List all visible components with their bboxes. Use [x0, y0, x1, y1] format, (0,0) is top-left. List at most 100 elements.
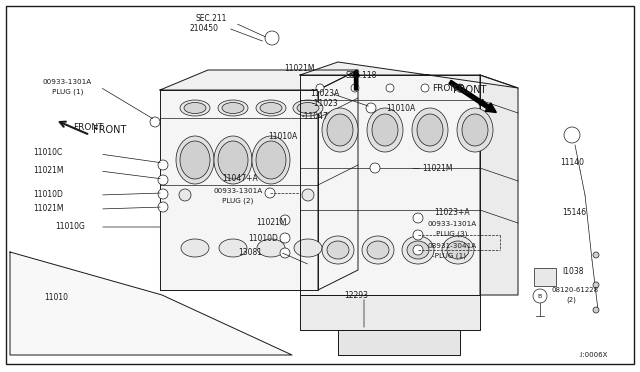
Ellipse shape [367, 241, 389, 259]
Text: PLUG (1): PLUG (1) [52, 89, 83, 95]
Ellipse shape [293, 100, 323, 116]
Circle shape [593, 307, 599, 313]
Text: FRONT: FRONT [73, 122, 104, 131]
Text: 11021M: 11021M [33, 203, 63, 212]
Text: 11010G: 11010G [55, 221, 85, 231]
FancyArrow shape [353, 70, 360, 90]
Ellipse shape [372, 114, 398, 146]
Circle shape [593, 252, 599, 258]
Text: 11021M: 11021M [256, 218, 287, 227]
Polygon shape [300, 295, 480, 330]
Ellipse shape [322, 108, 358, 152]
Circle shape [158, 160, 168, 170]
Polygon shape [160, 70, 358, 90]
Text: 00933-1301A: 00933-1301A [214, 188, 263, 194]
Circle shape [280, 248, 290, 258]
Circle shape [456, 84, 464, 92]
Text: 11023A: 11023A [310, 89, 339, 97]
Circle shape [370, 163, 380, 173]
Text: 11010A: 11010A [268, 131, 297, 141]
Text: 11021M: 11021M [422, 164, 452, 173]
Text: 13081: 13081 [238, 247, 262, 257]
Ellipse shape [180, 141, 210, 179]
Ellipse shape [218, 100, 248, 116]
Circle shape [150, 117, 160, 127]
Text: 00933-1301A: 00933-1301A [428, 221, 477, 227]
Ellipse shape [214, 136, 252, 184]
Circle shape [533, 289, 547, 303]
Text: 11021M: 11021M [284, 64, 314, 73]
Ellipse shape [367, 108, 403, 152]
FancyArrow shape [449, 80, 497, 112]
Ellipse shape [297, 103, 319, 113]
Text: SEC.118: SEC.118 [346, 71, 378, 80]
Ellipse shape [412, 108, 448, 152]
Ellipse shape [362, 236, 394, 264]
Text: FRONT: FRONT [432, 83, 463, 93]
Text: I1038: I1038 [562, 267, 584, 276]
Ellipse shape [252, 136, 290, 184]
Circle shape [351, 84, 359, 92]
Polygon shape [10, 252, 292, 355]
Text: .I:0006X: .I:0006X [578, 352, 607, 358]
Polygon shape [160, 90, 318, 290]
Ellipse shape [447, 241, 469, 259]
Text: SEC.211: SEC.211 [196, 13, 227, 22]
Circle shape [413, 245, 423, 255]
Text: 210450: 210450 [190, 23, 219, 32]
Ellipse shape [260, 103, 282, 113]
Ellipse shape [327, 114, 353, 146]
Ellipse shape [176, 136, 214, 184]
Ellipse shape [407, 241, 429, 259]
Ellipse shape [180, 100, 210, 116]
Circle shape [302, 189, 314, 201]
Circle shape [421, 84, 429, 92]
Text: 11010D: 11010D [248, 234, 278, 243]
Text: FRONT: FRONT [453, 85, 486, 95]
Ellipse shape [222, 103, 244, 113]
Text: -11047: -11047 [302, 112, 329, 121]
Ellipse shape [181, 239, 209, 257]
Ellipse shape [442, 236, 474, 264]
Polygon shape [300, 75, 480, 295]
Text: -PLUG (1): -PLUG (1) [432, 253, 466, 259]
Ellipse shape [256, 100, 286, 116]
Text: (2): (2) [566, 297, 576, 303]
Ellipse shape [402, 236, 434, 264]
Ellipse shape [257, 239, 285, 257]
Ellipse shape [256, 141, 286, 179]
Circle shape [280, 215, 290, 225]
Ellipse shape [184, 103, 206, 113]
Text: 11021M: 11021M [33, 166, 63, 174]
Ellipse shape [218, 141, 248, 179]
Text: 00933-1301A: 00933-1301A [42, 79, 92, 85]
Ellipse shape [322, 236, 354, 264]
Bar [534, 268, 556, 286]
Text: PLUG (2): PLUG (2) [222, 198, 253, 204]
Circle shape [316, 84, 324, 92]
Circle shape [280, 233, 290, 243]
Text: 08931-3041A: 08931-3041A [428, 243, 477, 249]
Text: 11010: 11010 [44, 294, 68, 302]
Text: FRONT: FRONT [93, 125, 126, 135]
Polygon shape [300, 62, 518, 88]
Polygon shape [338, 330, 460, 355]
Circle shape [265, 31, 279, 45]
Text: 11010C: 11010C [33, 148, 62, 157]
Polygon shape [318, 70, 358, 290]
Circle shape [158, 189, 168, 199]
Circle shape [564, 127, 580, 143]
Ellipse shape [462, 114, 488, 146]
Circle shape [366, 103, 376, 113]
Text: 11010A: 11010A [386, 103, 415, 112]
Circle shape [158, 175, 168, 185]
Text: B: B [538, 294, 542, 298]
Text: 11010D: 11010D [33, 189, 63, 199]
Text: 12293: 12293 [344, 292, 368, 301]
Circle shape [265, 188, 275, 198]
Text: 11140: 11140 [560, 157, 584, 167]
Text: 11023+A: 11023+A [434, 208, 470, 217]
Circle shape [158, 202, 168, 212]
Ellipse shape [327, 241, 349, 259]
Ellipse shape [219, 239, 247, 257]
